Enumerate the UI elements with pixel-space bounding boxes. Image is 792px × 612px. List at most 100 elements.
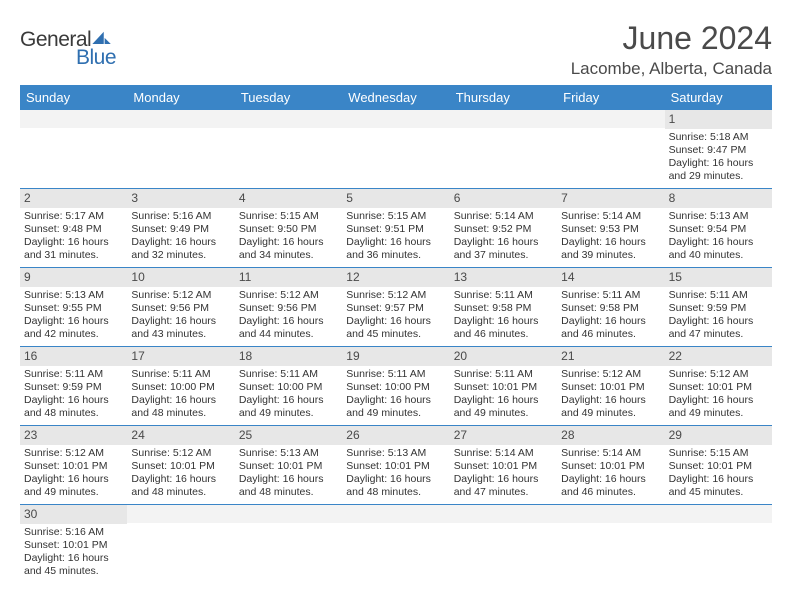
sunrise-text: Sunrise: 5:11 AM bbox=[131, 368, 230, 381]
day-cell-empty bbox=[665, 505, 772, 583]
day-number: 17 bbox=[127, 347, 234, 366]
sunrise-text: Sunrise: 5:13 AM bbox=[346, 447, 445, 460]
day-number: 25 bbox=[235, 426, 342, 445]
sunrise-text: Sunrise: 5:12 AM bbox=[669, 368, 768, 381]
sunset-text: Sunset: 10:01 PM bbox=[239, 460, 338, 473]
sunset-text: Sunset: 9:53 PM bbox=[561, 223, 660, 236]
sunrise-text: Sunrise: 5:12 AM bbox=[346, 289, 445, 302]
day-cell: 9Sunrise: 5:13 AMSunset: 9:55 PMDaylight… bbox=[20, 268, 127, 346]
daylight-text: Daylight: 16 hours and 39 minutes. bbox=[561, 236, 660, 262]
sunrise-text: Sunrise: 5:12 AM bbox=[239, 289, 338, 302]
month-title: June 2024 bbox=[571, 20, 772, 57]
sunrise-text: Sunrise: 5:18 AM bbox=[669, 131, 768, 144]
sunset-text: Sunset: 10:01 PM bbox=[131, 460, 230, 473]
day-number bbox=[342, 505, 449, 523]
day-cell: 12Sunrise: 5:12 AMSunset: 9:57 PMDayligh… bbox=[342, 268, 449, 346]
daylight-text: Daylight: 16 hours and 47 minutes. bbox=[454, 473, 553, 499]
day-cell: 10Sunrise: 5:12 AMSunset: 9:56 PMDayligh… bbox=[127, 268, 234, 346]
daylight-text: Daylight: 16 hours and 48 minutes. bbox=[24, 394, 123, 420]
day-cell: 23Sunrise: 5:12 AMSunset: 10:01 PMDaylig… bbox=[20, 426, 127, 504]
daylight-text: Daylight: 16 hours and 32 minutes. bbox=[131, 236, 230, 262]
sunrise-text: Sunrise: 5:12 AM bbox=[131, 447, 230, 460]
sunset-text: Sunset: 9:51 PM bbox=[346, 223, 445, 236]
day-number bbox=[557, 505, 664, 523]
day-cell: 20Sunrise: 5:11 AMSunset: 10:01 PMDaylig… bbox=[450, 347, 557, 425]
day-number: 12 bbox=[342, 268, 449, 287]
day-number: 2 bbox=[20, 189, 127, 208]
daylight-text: Daylight: 16 hours and 48 minutes. bbox=[346, 473, 445, 499]
daylight-text: Daylight: 16 hours and 40 minutes. bbox=[669, 236, 768, 262]
sunrise-text: Sunrise: 5:11 AM bbox=[24, 368, 123, 381]
daylight-text: Daylight: 16 hours and 36 minutes. bbox=[346, 236, 445, 262]
daylight-text: Daylight: 16 hours and 49 minutes. bbox=[454, 394, 553, 420]
day-number bbox=[235, 110, 342, 128]
sunrise-text: Sunrise: 5:14 AM bbox=[561, 447, 660, 460]
calendar-page: GeneralBlue June 2024 Lacombe, Alberta, … bbox=[0, 0, 792, 583]
sunset-text: Sunset: 9:58 PM bbox=[454, 302, 553, 315]
daylight-text: Daylight: 16 hours and 46 minutes. bbox=[454, 315, 553, 341]
dow-sunday: Sunday bbox=[20, 85, 127, 110]
day-number: 30 bbox=[20, 505, 127, 524]
day-number: 7 bbox=[557, 189, 664, 208]
day-cell: 17Sunrise: 5:11 AMSunset: 10:00 PMDaylig… bbox=[127, 347, 234, 425]
day-number: 22 bbox=[665, 347, 772, 366]
sunset-text: Sunset: 10:00 PM bbox=[346, 381, 445, 394]
sunrise-text: Sunrise: 5:12 AM bbox=[24, 447, 123, 460]
sunrise-text: Sunrise: 5:11 AM bbox=[346, 368, 445, 381]
day-cell: 19Sunrise: 5:11 AMSunset: 10:00 PMDaylig… bbox=[342, 347, 449, 425]
daylight-text: Daylight: 16 hours and 43 minutes. bbox=[131, 315, 230, 341]
daylight-text: Daylight: 16 hours and 49 minutes. bbox=[561, 394, 660, 420]
dow-tuesday: Tuesday bbox=[235, 85, 342, 110]
daylight-text: Daylight: 16 hours and 37 minutes. bbox=[454, 236, 553, 262]
day-cell: 15Sunrise: 5:11 AMSunset: 9:59 PMDayligh… bbox=[665, 268, 772, 346]
sunset-text: Sunset: 9:48 PM bbox=[24, 223, 123, 236]
day-cell: 27Sunrise: 5:14 AMSunset: 10:01 PMDaylig… bbox=[450, 426, 557, 504]
day-number bbox=[342, 110, 449, 128]
day-cell: 2Sunrise: 5:17 AMSunset: 9:48 PMDaylight… bbox=[20, 189, 127, 267]
day-cell-empty bbox=[342, 505, 449, 583]
sunset-text: Sunset: 9:56 PM bbox=[239, 302, 338, 315]
week-row: 16Sunrise: 5:11 AMSunset: 9:59 PMDayligh… bbox=[20, 347, 772, 426]
logo: GeneralBlue bbox=[20, 28, 116, 70]
day-number: 23 bbox=[20, 426, 127, 445]
sunset-text: Sunset: 9:54 PM bbox=[669, 223, 768, 236]
daylight-text: Daylight: 16 hours and 45 minutes. bbox=[346, 315, 445, 341]
day-number: 19 bbox=[342, 347, 449, 366]
sunrise-text: Sunrise: 5:12 AM bbox=[561, 368, 660, 381]
day-number: 13 bbox=[450, 268, 557, 287]
logo-text-blue: Blue bbox=[76, 46, 116, 69]
sunset-text: Sunset: 10:01 PM bbox=[24, 460, 123, 473]
day-cell: 5Sunrise: 5:15 AMSunset: 9:51 PMDaylight… bbox=[342, 189, 449, 267]
day-number: 21 bbox=[557, 347, 664, 366]
day-number: 9 bbox=[20, 268, 127, 287]
sunrise-text: Sunrise: 5:16 AM bbox=[131, 210, 230, 223]
day-of-week-header: Sunday Monday Tuesday Wednesday Thursday… bbox=[20, 85, 772, 110]
sunset-text: Sunset: 10:01 PM bbox=[561, 381, 660, 394]
daylight-text: Daylight: 16 hours and 45 minutes. bbox=[24, 552, 123, 578]
day-cell: 22Sunrise: 5:12 AMSunset: 10:01 PMDaylig… bbox=[665, 347, 772, 425]
daylight-text: Daylight: 16 hours and 47 minutes. bbox=[669, 315, 768, 341]
week-row: 23Sunrise: 5:12 AMSunset: 10:01 PMDaylig… bbox=[20, 426, 772, 505]
sunrise-text: Sunrise: 5:11 AM bbox=[454, 289, 553, 302]
sunrise-text: Sunrise: 5:11 AM bbox=[454, 368, 553, 381]
daylight-text: Daylight: 16 hours and 48 minutes. bbox=[131, 394, 230, 420]
day-cell: 3Sunrise: 5:16 AMSunset: 9:49 PMDaylight… bbox=[127, 189, 234, 267]
day-cell: 6Sunrise: 5:14 AMSunset: 9:52 PMDaylight… bbox=[450, 189, 557, 267]
header: GeneralBlue June 2024 Lacombe, Alberta, … bbox=[20, 20, 772, 79]
daylight-text: Daylight: 16 hours and 42 minutes. bbox=[24, 315, 123, 341]
day-number: 10 bbox=[127, 268, 234, 287]
day-number bbox=[557, 110, 664, 128]
sunset-text: Sunset: 10:00 PM bbox=[239, 381, 338, 394]
dow-thursday: Thursday bbox=[450, 85, 557, 110]
sunrise-text: Sunrise: 5:11 AM bbox=[669, 289, 768, 302]
day-cell: 16Sunrise: 5:11 AMSunset: 9:59 PMDayligh… bbox=[20, 347, 127, 425]
day-cell: 11Sunrise: 5:12 AMSunset: 9:56 PMDayligh… bbox=[235, 268, 342, 346]
sunset-text: Sunset: 9:49 PM bbox=[131, 223, 230, 236]
daylight-text: Daylight: 16 hours and 44 minutes. bbox=[239, 315, 338, 341]
day-cell: 8Sunrise: 5:13 AMSunset: 9:54 PMDaylight… bbox=[665, 189, 772, 267]
calendar-grid: Sunday Monday Tuesday Wednesday Thursday… bbox=[20, 85, 772, 583]
dow-monday: Monday bbox=[127, 85, 234, 110]
day-cell: 25Sunrise: 5:13 AMSunset: 10:01 PMDaylig… bbox=[235, 426, 342, 504]
sunset-text: Sunset: 10:01 PM bbox=[454, 381, 553, 394]
day-number bbox=[127, 110, 234, 128]
